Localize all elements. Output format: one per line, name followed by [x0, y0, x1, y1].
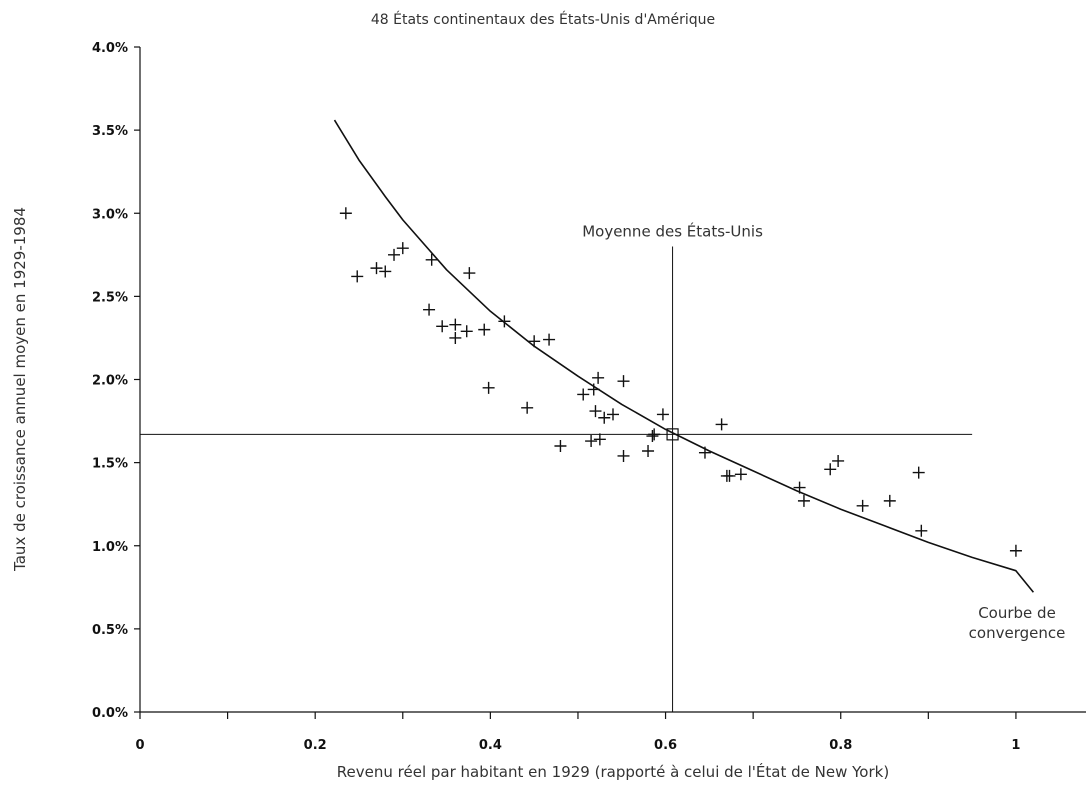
data-point: [482, 381, 495, 394]
data-point: [592, 371, 605, 384]
data-point: [498, 315, 511, 328]
data-points: [339, 207, 1022, 557]
data-point: [379, 265, 392, 278]
data-point: [607, 408, 619, 421]
mean-lines: [140, 246, 973, 712]
data-point: [617, 375, 630, 388]
x-tick-label: 0: [135, 738, 144, 753]
data-point: [528, 335, 541, 348]
data-point: [543, 333, 556, 346]
data-point: [648, 428, 661, 441]
y-tick-label: 0.0%: [92, 706, 128, 721]
data-point: [436, 320, 449, 333]
data-point: [423, 303, 436, 316]
y-tick-label: 1.5%: [92, 457, 128, 472]
x-tick-label: 0.4: [479, 738, 502, 753]
data-point: [646, 430, 659, 443]
convergence-curve: [333, 119, 1035, 593]
data-point: [656, 408, 669, 421]
mean-label: Moyenne des États-Unis: [582, 222, 763, 241]
mean-point-marker: [666, 428, 679, 441]
data-point: [587, 383, 600, 396]
data-point: [585, 435, 598, 448]
data-point: [915, 524, 928, 537]
chart-title: 48 États continentaux des États-Unis d'A…: [370, 12, 716, 28]
data-point: [449, 318, 462, 331]
y-tick-label: 0.5%: [92, 623, 128, 638]
x-axis-label: Revenu réel par habitant en 1929 (rappor…: [336, 763, 890, 781]
x-tick-label: 0.8: [829, 738, 852, 753]
data-point: [589, 405, 602, 418]
annotations: Moyenne des États-Unis Courbe de convergen…: [582, 222, 1065, 643]
data-point: [723, 469, 736, 482]
y-tick-label: 1.0%: [92, 540, 128, 555]
data-point: [370, 262, 383, 275]
data-point: [642, 444, 655, 457]
y-tick-label: 3.0%: [92, 207, 128, 222]
data-point: [797, 494, 810, 507]
data-point: [593, 433, 606, 446]
data-point: [824, 463, 837, 476]
curve-label-line1: Courbe de: [978, 604, 1056, 622]
data-point: [793, 481, 806, 494]
convergence-curve-group: [333, 119, 1035, 593]
data-point: [425, 253, 438, 266]
data-point: [449, 331, 462, 344]
data-point: [856, 499, 869, 512]
data-point: [396, 242, 409, 255]
data-point: [1009, 544, 1022, 557]
data-point: [521, 401, 534, 414]
axes: 0.0% 0.5% 1.0% 1.5% 2.0% 2.5% 3.0% 3.5% 4.0% 0 0.2…: [92, 41, 1086, 753]
data-point: [832, 454, 845, 467]
data-point: [460, 325, 473, 338]
data-point: [883, 494, 896, 507]
y-tick-label: 2.0%: [92, 374, 128, 389]
data-point: [577, 388, 590, 401]
y-tick-label: 3.5%: [92, 124, 128, 139]
data-point: [554, 440, 567, 452]
data-point: [912, 466, 925, 479]
data-point: [339, 207, 352, 220]
data-point: [388, 248, 401, 261]
y-tick-label: 4.0%: [92, 41, 128, 56]
data-point: [463, 267, 476, 280]
y-tick-label: 2.5%: [92, 290, 128, 305]
data-point: [734, 468, 747, 481]
x-tick-label: 0.6: [654, 738, 677, 753]
data-point: [598, 411, 611, 424]
x-tick-label: 1: [1011, 738, 1020, 753]
data-point: [351, 270, 364, 283]
curve-label-line2: convergence: [969, 624, 1066, 642]
data-point: [698, 446, 711, 459]
x-tick-label: 0.2: [304, 738, 327, 753]
data-point: [715, 418, 728, 431]
data-point: [478, 323, 491, 336]
data-point: [617, 449, 630, 462]
